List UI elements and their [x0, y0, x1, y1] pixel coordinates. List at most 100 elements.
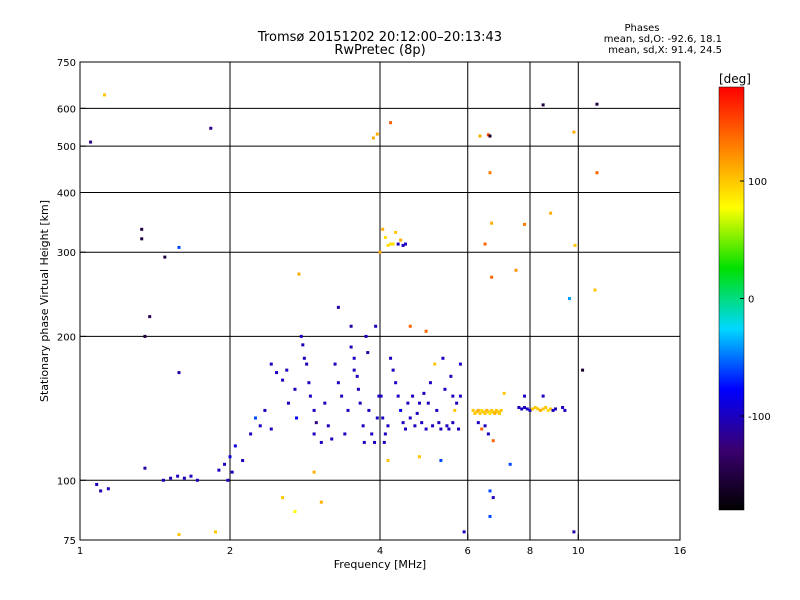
- data-point: [195, 478, 199, 482]
- data-point: [443, 387, 447, 391]
- data-point: [449, 374, 453, 378]
- data-point: [514, 268, 518, 272]
- data-point: [426, 401, 430, 405]
- data-point: [473, 411, 477, 415]
- data-point: [312, 470, 316, 474]
- data-point: [230, 470, 234, 474]
- data-point: [437, 421, 441, 425]
- data-point: [551, 408, 555, 412]
- y-tick-label: 100: [57, 476, 76, 487]
- data-point: [399, 408, 403, 412]
- y-axis-label: Stationary phase Virtual Height [km]: [38, 200, 51, 402]
- data-point: [213, 530, 217, 534]
- data-point: [549, 407, 553, 411]
- data-point: [355, 374, 359, 378]
- data-point: [433, 362, 437, 366]
- data-points: [89, 93, 599, 537]
- data-point: [595, 102, 599, 106]
- data-point: [486, 410, 490, 414]
- data-point: [361, 424, 365, 428]
- phases-mean-x: mean, sd,X: 91.4, 24.5: [608, 45, 722, 56]
- y-tick-label: 75: [63, 536, 76, 547]
- data-point: [415, 411, 419, 415]
- data-point: [581, 368, 585, 372]
- x-tick-label: 10: [572, 546, 585, 557]
- data-point: [349, 324, 353, 328]
- x-axis-label: Frequency [MHz]: [334, 558, 426, 571]
- data-point: [89, 140, 93, 144]
- data-point: [533, 405, 537, 409]
- data-point: [417, 455, 421, 459]
- data-point: [401, 243, 405, 247]
- data-point: [383, 432, 387, 436]
- data-point: [319, 500, 323, 504]
- data-point: [441, 356, 445, 360]
- data-point: [471, 408, 475, 412]
- data-point: [553, 407, 557, 411]
- data-point: [389, 356, 393, 360]
- data-point: [373, 440, 377, 444]
- data-point: [391, 242, 395, 246]
- x-tick-label: 1: [77, 546, 83, 557]
- data-point: [481, 410, 485, 414]
- data-point: [478, 134, 482, 138]
- y-tick-label: 500: [57, 142, 76, 153]
- data-point: [103, 93, 107, 97]
- data-point: [394, 381, 398, 385]
- data-point: [486, 133, 490, 137]
- data-point: [374, 324, 378, 328]
- data-point: [161, 478, 165, 482]
- colorbar-label: [deg]: [719, 72, 751, 86]
- data-point: [595, 171, 599, 175]
- data-point: [295, 416, 299, 420]
- data-point: [371, 136, 375, 140]
- colorbar-tick-label: 100: [748, 177, 767, 188]
- data-point: [286, 401, 290, 405]
- data-point: [343, 432, 347, 436]
- data-point: [525, 407, 529, 411]
- data-point: [95, 482, 99, 486]
- data-point: [381, 227, 385, 231]
- data-point: [451, 421, 455, 425]
- data-point: [241, 458, 245, 462]
- data-point: [352, 356, 356, 360]
- data-point: [493, 411, 497, 415]
- data-point: [476, 421, 480, 425]
- data-point: [336, 305, 340, 309]
- data-point: [488, 489, 492, 493]
- data-point: [490, 221, 494, 225]
- data-point: [498, 411, 502, 415]
- data-point: [491, 496, 495, 500]
- data-point: [420, 421, 424, 425]
- y-tick-label: 300: [57, 248, 76, 259]
- data-point: [593, 288, 597, 292]
- data-point: [336, 381, 340, 385]
- data-point: [488, 134, 492, 138]
- data-point: [453, 408, 457, 412]
- data-point: [411, 394, 415, 398]
- data-point: [480, 408, 484, 412]
- data-point: [488, 514, 492, 518]
- data-point: [389, 121, 393, 125]
- data-point: [502, 391, 506, 395]
- data-point: [263, 408, 267, 412]
- data-point: [422, 391, 426, 395]
- data-point: [435, 408, 439, 412]
- data-point: [517, 405, 521, 409]
- phases-mean-o: mean, sd,O: -92.6, 18.1: [604, 34, 722, 45]
- data-point: [523, 222, 527, 226]
- data-point: [349, 345, 353, 349]
- data-point: [424, 427, 428, 431]
- data-point: [226, 478, 230, 482]
- data-point: [249, 432, 253, 436]
- data-point: [383, 236, 387, 240]
- data-point: [182, 476, 186, 480]
- data-point: [455, 401, 459, 405]
- data-point: [546, 408, 550, 412]
- data-point: [439, 427, 443, 431]
- data-point: [520, 407, 524, 411]
- data-point: [140, 237, 144, 241]
- data-point: [462, 530, 466, 534]
- data-point: [488, 171, 492, 175]
- data-point: [523, 405, 527, 409]
